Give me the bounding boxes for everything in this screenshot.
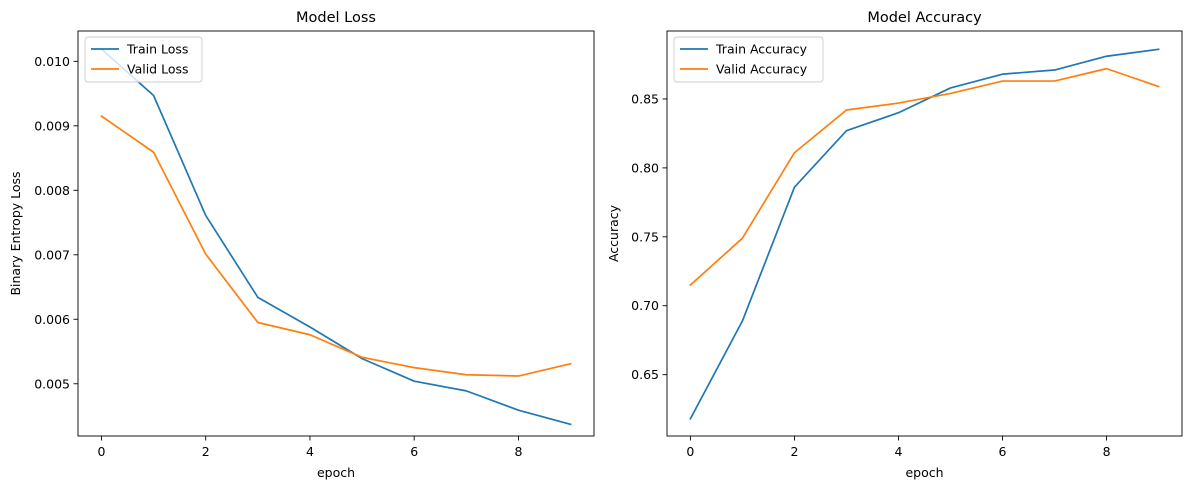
y-tick-label: 0.005 [34,376,70,391]
y-tick-label: 0.70 [631,298,659,313]
axes-frame [77,30,595,437]
series-line-valid-loss [100,114,572,377]
series-line-train-accuracy [689,48,1160,420]
y-tick-label: 0.85 [631,91,659,106]
x-tick-label: 6 [999,444,1007,459]
x-axis-label: epoch [905,465,943,480]
legend: Train Loss Valid Loss [84,36,203,83]
legend-label: Train Accuracy [715,42,808,57]
x-tick-label: 8 [1103,444,1111,459]
x-tick-label: 0 [97,444,105,459]
y-tick-label: 0.75 [631,229,659,244]
x-tick-label: 4 [306,444,314,459]
legend-box [673,36,824,83]
accuracy-chart: 0 2 4 6 8 0.65 0.70 0.75 0.80 0.85 Model Accuracy e… [606,10,1183,480]
x-tick-label: 6 [410,444,418,459]
legend: Train Accuracy Valid Accuracy [673,36,824,83]
y-tick-label: 0.009 [34,118,70,133]
y-axis-label: Binary Entropy Loss [8,171,23,295]
y-tick-label: 0.80 [631,160,659,175]
y-tick-label: 0.65 [631,367,659,382]
x-tick-label: 8 [514,444,522,459]
y-tick-label: 0.010 [34,54,70,69]
loss-chart: 0 2 4 6 8 0.005 0.006 0.007 0.008 0.009 0.010 Model… [8,10,595,480]
legend-label: Valid Accuracy [716,62,808,77]
chart-title: Model Loss [296,10,376,26]
legend-label: Valid Loss [127,62,189,77]
series-line-train-loss [100,47,572,426]
y-tick-label: 0.006 [34,312,70,327]
x-tick-label: 2 [202,444,210,459]
legend-label: Train Loss [126,42,188,57]
x-tick-label: 4 [895,444,903,459]
x-tick-label: 2 [790,444,798,459]
y-axis-label: Accuracy [606,204,621,262]
axes-frame [666,30,1183,437]
y-tick-label: 0.007 [34,247,70,262]
x-axis-label: epoch [317,465,355,480]
y-tick-label: 0.008 [34,183,70,198]
series-line-valid-accuracy [689,67,1160,287]
chart-title: Model Accuracy [867,10,982,26]
x-tick-label: 0 [686,444,694,459]
